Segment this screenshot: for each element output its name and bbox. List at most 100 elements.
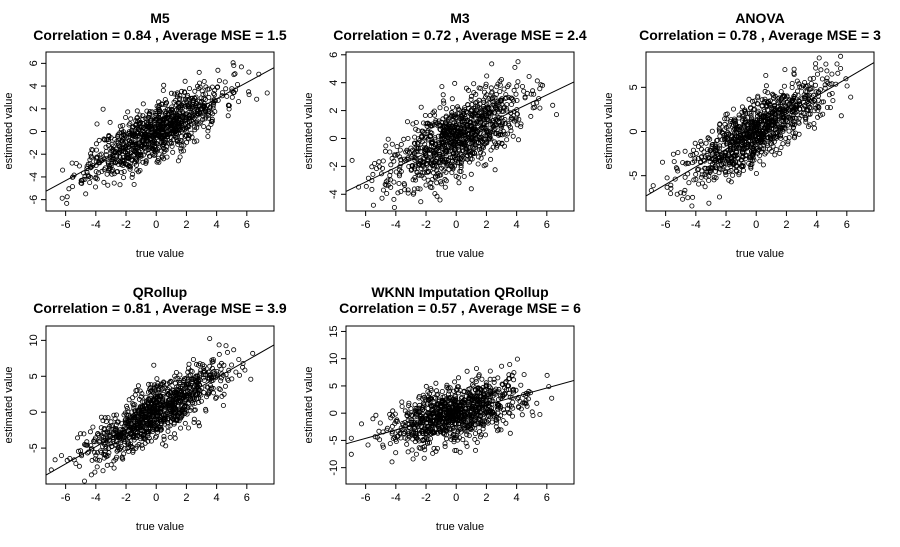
y-axis-label: estimated value xyxy=(603,92,615,169)
data-point xyxy=(440,92,446,98)
data-point xyxy=(480,144,486,150)
data-point xyxy=(422,447,428,453)
data-point xyxy=(493,116,499,122)
data-point xyxy=(114,426,120,432)
data-point xyxy=(808,81,814,87)
data-point xyxy=(358,421,364,427)
data-point xyxy=(500,382,506,388)
data-point xyxy=(696,181,702,187)
data-point xyxy=(224,93,230,99)
data-point xyxy=(78,177,84,183)
data-point xyxy=(746,96,752,102)
data-point xyxy=(393,169,399,175)
data-point xyxy=(521,88,527,94)
data-point xyxy=(387,149,393,155)
data-point xyxy=(450,425,456,431)
data-point xyxy=(424,134,430,140)
y-tick-label: -2 xyxy=(28,149,40,159)
data-point xyxy=(450,166,456,172)
data-point xyxy=(160,88,166,94)
data-point xyxy=(98,151,104,157)
data-point xyxy=(201,368,207,374)
data-point xyxy=(805,83,811,89)
data-point xyxy=(108,145,114,151)
data-point xyxy=(52,457,58,463)
data-point xyxy=(712,145,718,151)
data-point xyxy=(406,150,412,156)
data-point xyxy=(402,435,408,441)
data-point xyxy=(469,139,475,145)
data-point xyxy=(370,416,376,422)
data-point xyxy=(411,186,417,192)
data-point xyxy=(495,100,501,106)
data-point xyxy=(417,145,423,151)
data-point xyxy=(151,362,157,368)
data-point xyxy=(153,417,159,423)
data-point xyxy=(790,121,796,127)
data-point xyxy=(171,410,177,416)
data-point xyxy=(497,132,503,138)
data-point xyxy=(83,442,89,448)
data-point xyxy=(232,71,238,77)
data-point xyxy=(425,137,431,143)
data-point xyxy=(175,376,181,382)
regression-line xyxy=(45,344,275,476)
data-point xyxy=(723,112,729,118)
data-point xyxy=(349,157,355,163)
data-point xyxy=(192,383,198,389)
data-point xyxy=(443,169,449,175)
x-tick-label: 4 xyxy=(814,219,820,231)
data-point xyxy=(170,388,176,394)
data-point xyxy=(146,141,152,147)
data-point xyxy=(763,128,769,134)
data-point xyxy=(492,104,498,110)
data-point xyxy=(414,413,420,419)
data-point xyxy=(550,102,556,108)
data-point xyxy=(136,396,142,402)
data-point xyxy=(835,70,841,76)
data-point xyxy=(156,106,162,112)
data-point xyxy=(100,443,106,449)
data-point xyxy=(154,402,160,408)
data-point xyxy=(93,175,99,181)
data-point xyxy=(168,106,174,112)
data-point xyxy=(105,182,111,188)
data-point xyxy=(185,123,191,129)
data-point xyxy=(468,96,474,102)
data-point xyxy=(792,135,798,141)
data-point xyxy=(825,80,831,86)
data-point xyxy=(481,89,487,95)
data-point xyxy=(202,91,208,97)
x-tick-label: 4 xyxy=(214,492,220,504)
data-point xyxy=(415,172,421,178)
data-point xyxy=(757,117,763,123)
data-point xyxy=(146,153,152,159)
data-point xyxy=(133,413,139,419)
data-point xyxy=(205,133,211,139)
data-point xyxy=(471,81,477,87)
data-point xyxy=(175,100,181,106)
data-point xyxy=(214,85,220,91)
data-point xyxy=(737,127,743,133)
data-point xyxy=(785,106,791,112)
data-point xyxy=(712,158,718,164)
data-point xyxy=(129,158,135,164)
data-point xyxy=(423,182,429,188)
data-point xyxy=(488,156,494,162)
data-point xyxy=(748,110,754,116)
data-point xyxy=(124,405,130,411)
data-point xyxy=(148,137,154,143)
data-point xyxy=(486,389,492,395)
data-point xyxy=(748,165,754,171)
data-point xyxy=(455,375,461,381)
data-point xyxy=(194,110,200,116)
data-point xyxy=(811,92,817,98)
data-point xyxy=(537,105,543,111)
data-point xyxy=(448,145,454,151)
data-point xyxy=(177,387,183,393)
data-point xyxy=(105,429,111,435)
data-point xyxy=(109,171,115,177)
data-point xyxy=(471,137,477,143)
data-point xyxy=(722,116,728,122)
data-point xyxy=(93,155,99,161)
